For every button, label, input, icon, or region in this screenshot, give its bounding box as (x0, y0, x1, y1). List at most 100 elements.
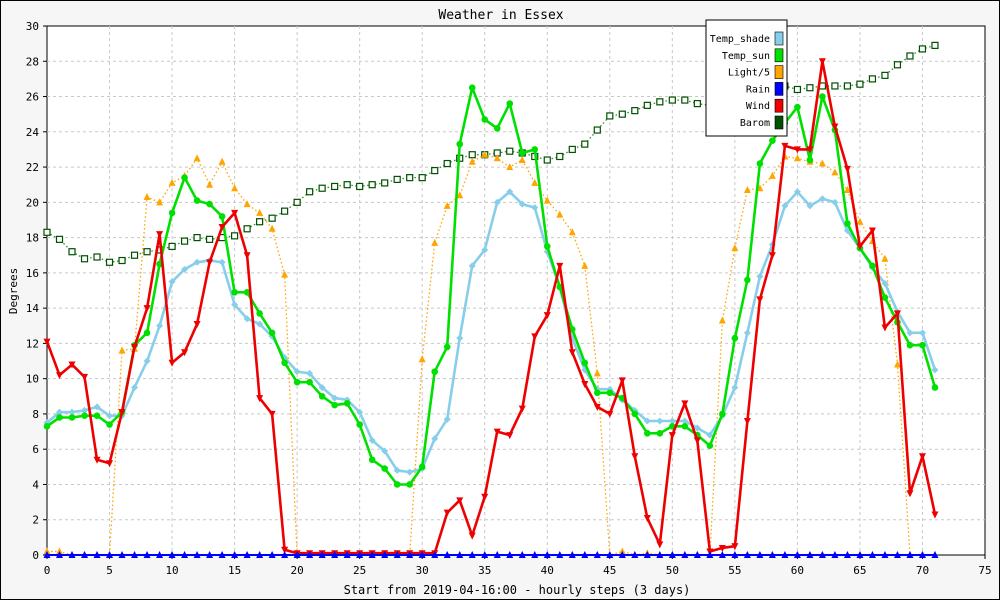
y-tick-label: 18 (26, 232, 39, 245)
data-point-temp-sun (356, 421, 363, 428)
data-point-barom (631, 107, 639, 115)
data-point-light-5 (193, 154, 201, 162)
data-point-wind (756, 296, 764, 304)
data-point-wind (43, 338, 51, 346)
data-point-wind (481, 493, 489, 501)
data-point-rain (168, 551, 176, 558)
data-point-light-5 (481, 150, 489, 158)
data-point-barom (856, 80, 864, 88)
data-point-rain (156, 551, 164, 558)
data-point-barom (105, 258, 114, 266)
data-point-barom (931, 41, 939, 49)
data-point-rain (881, 551, 889, 558)
data-point-rain (931, 551, 939, 558)
data-point-barom (130, 251, 139, 259)
data-point-temp-shade (531, 204, 539, 212)
data-point-temp-sun (243, 288, 251, 296)
data-point-wind (93, 456, 101, 464)
data-point-temp-shade (756, 272, 764, 280)
data-point-barom (256, 218, 264, 226)
data-point-temp-sun (869, 262, 876, 270)
data-point-rain (281, 551, 289, 558)
data-point-barom (143, 248, 151, 256)
data-point-temp-shade (356, 408, 364, 416)
data-point-light-5 (893, 360, 901, 368)
data-point-rain (856, 551, 864, 558)
data-point-temp-sun (181, 174, 188, 181)
data-point-wind (531, 333, 539, 341)
x-tick-label: 20 (291, 564, 304, 577)
data-point-rain (918, 551, 926, 558)
data-point-temp-sun (431, 368, 439, 375)
data-point-rain (256, 551, 264, 558)
chart-title: Weather in Essex (438, 8, 563, 23)
data-point-barom (918, 45, 927, 53)
data-point-temp-shade (681, 417, 689, 425)
data-point-temp-shade (468, 262, 476, 270)
data-point-temp-sun (931, 384, 939, 391)
legend-label-rain: Rain (746, 84, 770, 95)
data-point-temp-shade (731, 383, 739, 391)
data-point-temp-shade (906, 329, 914, 337)
data-point-temp-sun (656, 430, 664, 437)
data-point-barom (231, 232, 239, 240)
data-point-barom (68, 248, 76, 256)
data-point-light-5 (881, 254, 889, 262)
legend-box (705, 19, 788, 137)
data-point-barom (368, 181, 376, 189)
data-point-temp-shade (181, 265, 189, 273)
data-point-rain (693, 551, 701, 558)
data-point-temp-sun (168, 209, 176, 217)
data-point-temp-shade (406, 468, 414, 476)
data-point-wind (556, 262, 564, 270)
data-point-light-5 (543, 196, 551, 204)
data-point-temp-sun (806, 156, 814, 164)
data-point-temp-shade (781, 202, 789, 210)
series-line-wind (45, 59, 937, 555)
data-point-temp-sun (268, 329, 276, 337)
legend-swatch-rain (774, 82, 784, 96)
data-point-barom (268, 214, 276, 222)
data-point-light-5 (618, 547, 626, 555)
x-tick-label: 15 (228, 564, 241, 577)
legend-label-temp-shade: Temp_shade (710, 34, 770, 45)
data-point-temp-sun (231, 288, 238, 296)
data-point-barom (693, 99, 701, 108)
data-point-wind (168, 359, 176, 367)
data-point-rain (731, 551, 739, 558)
data-point-light-5 (156, 198, 164, 206)
data-point-rain (843, 551, 851, 558)
data-point-wind (593, 403, 601, 411)
data-point-temp-sun (193, 197, 201, 204)
data-point-barom (543, 156, 551, 164)
data-point-rain (656, 551, 664, 558)
data-point-temp-shade (231, 301, 239, 309)
x-tick-label: 10 (165, 564, 178, 577)
y-tick-label: 6 (32, 443, 39, 456)
data-point-light-5 (818, 159, 826, 167)
data-point-barom (868, 75, 877, 83)
data-point-barom (431, 166, 439, 175)
data-point-barom (168, 242, 176, 251)
data-point-wind (493, 428, 501, 436)
data-point-temp-sun (43, 422, 51, 430)
data-point-temp-sun (644, 430, 651, 437)
x-tick-label: 30 (416, 564, 429, 577)
data-point-wind (693, 437, 701, 445)
data-point-barom (843, 82, 852, 90)
data-point-wind (106, 460, 114, 468)
data-point-temp-shade (693, 424, 701, 432)
data-point-temp-sun (531, 146, 539, 153)
data-point-barom (55, 235, 64, 243)
data-point-wind (268, 410, 276, 418)
data-point-barom (831, 82, 839, 90)
data-point-wind (181, 349, 189, 357)
data-point-rain (568, 551, 576, 558)
data-point-temp-sun (481, 116, 489, 123)
data-point-barom (581, 140, 589, 148)
legend-swatch-wind (774, 98, 784, 113)
data-point-wind (681, 400, 689, 408)
legend-swatch-light-5 (774, 65, 784, 79)
data-point-rain (143, 551, 151, 558)
data-point-light-5 (731, 244, 739, 252)
